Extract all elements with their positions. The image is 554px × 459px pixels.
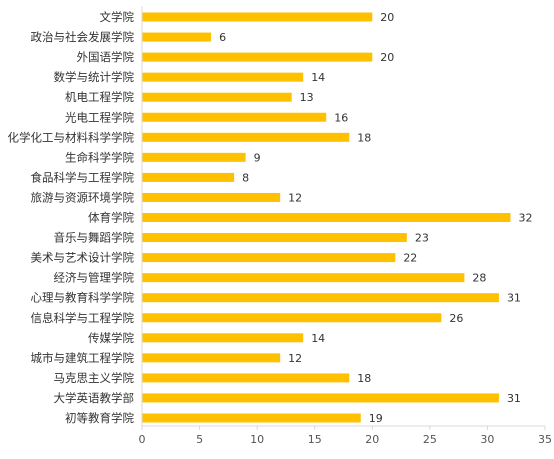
value-label-13: 28	[472, 272, 486, 285]
category-label-15: 信息科学与工程学院	[31, 311, 135, 325]
bar-11	[142, 233, 407, 243]
value-label-18: 18	[357, 372, 371, 385]
category-label-0: 文学院	[100, 10, 135, 24]
value-label-1: 6	[219, 31, 226, 44]
category-label-6: 化学化工与材料科学学院	[8, 130, 135, 144]
category-label-14: 心理与教育科学学院	[31, 291, 135, 305]
category-label-3: 数学与统计学院	[54, 70, 135, 84]
category-label-13: 经济与管理学院	[54, 271, 135, 285]
labels-layer: 文学院 20 政治与社会发展学院 6 外国语学院 20 数学与统计学院 14 机电工程学院 13 光…	[8, 10, 533, 425]
value-label-5: 16	[334, 111, 348, 124]
category-label-16: 传媒学院	[88, 331, 134, 345]
bar-7	[142, 152, 246, 162]
bar-6	[142, 132, 350, 142]
bar-2	[142, 52, 373, 62]
value-label-7: 9	[254, 151, 261, 164]
bar-4	[142, 92, 292, 102]
x-tick-label-4: 20	[365, 433, 379, 446]
bar-18	[142, 373, 350, 383]
category-label-9: 旅游与资源环境学院	[31, 190, 135, 204]
bar-17	[142, 353, 281, 363]
value-label-10: 32	[518, 212, 532, 225]
category-label-8: 食品科学与工程学院	[31, 170, 135, 184]
bar-3	[142, 72, 304, 82]
category-label-7: 生命科学学院	[65, 150, 134, 164]
category-label-2: 外国语学院	[77, 50, 135, 64]
bar-10	[142, 213, 511, 222]
x-tick-label-3: 15	[308, 433, 322, 446]
category-label-20: 初等教育学院	[65, 411, 134, 425]
value-label-8: 8	[242, 171, 249, 184]
value-label-19: 31	[507, 392, 521, 405]
x-tick-label-6: 30	[480, 433, 494, 446]
value-label-4: 13	[300, 91, 314, 104]
value-label-0: 20	[380, 11, 394, 24]
value-label-20: 19	[369, 412, 383, 425]
bar-14	[142, 293, 499, 303]
value-label-6: 18	[357, 131, 371, 144]
category-label-17: 城市与建筑工程学院	[31, 351, 135, 365]
category-label-10: 体育学院	[88, 211, 134, 225]
x-tick-label-2: 10	[250, 433, 264, 446]
bar-12	[142, 253, 396, 263]
bar-16	[142, 333, 304, 343]
bar-0	[142, 12, 373, 22]
x-tick-label-1: 5	[196, 433, 203, 446]
x-tick-label-5: 25	[423, 433, 437, 446]
value-label-15: 26	[449, 312, 463, 325]
axis-layer: 0 5 10 15 20 25 30 35	[139, 6, 552, 446]
value-label-12: 22	[403, 252, 417, 265]
bar-9	[142, 192, 281, 202]
category-label-1: 政治与社会发展学院	[31, 30, 135, 44]
category-label-4: 机电工程学院	[65, 90, 134, 104]
value-label-2: 20	[380, 51, 394, 64]
value-label-16: 14	[311, 332, 325, 345]
category-label-11: 音乐与舞蹈学院	[54, 231, 135, 245]
x-tick-label-0: 0	[139, 433, 146, 446]
bar-20	[142, 413, 361, 423]
category-label-19: 大学英语教学部	[54, 391, 135, 405]
bar-19	[142, 393, 499, 403]
bar-8	[142, 172, 235, 182]
category-label-5: 光电工程学院	[65, 110, 134, 124]
category-label-12: 美术与艺术设计学院	[31, 251, 135, 265]
value-label-9: 12	[288, 191, 302, 204]
bar-1	[142, 32, 212, 42]
bar-15	[142, 313, 442, 323]
category-label-18: 马克思主义学院	[54, 371, 135, 385]
value-label-17: 12	[288, 352, 302, 365]
bars-layer	[142, 12, 511, 423]
value-label-11: 23	[415, 232, 429, 245]
value-label-3: 14	[311, 71, 325, 84]
bar-5	[142, 112, 327, 122]
bar-13	[142, 273, 465, 283]
value-label-14: 31	[507, 292, 521, 305]
x-tick-label-7: 35	[538, 433, 552, 446]
